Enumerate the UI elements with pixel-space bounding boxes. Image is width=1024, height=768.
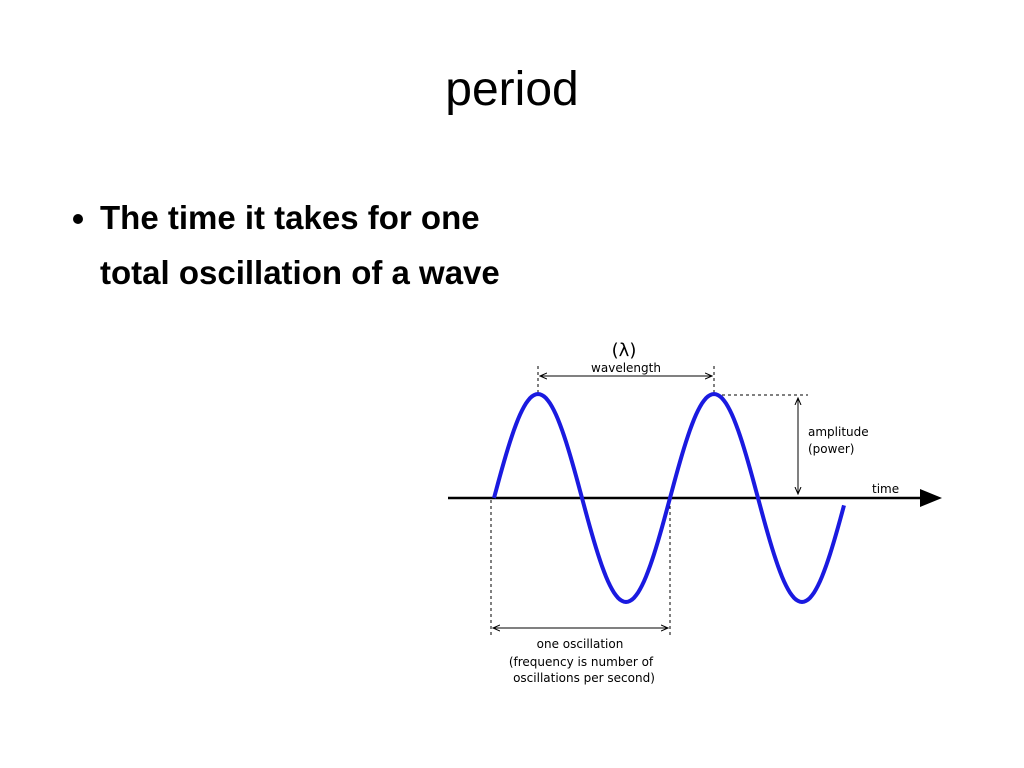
sine-wave xyxy=(492,391,846,605)
note-line-1: (frequency is number of xyxy=(509,655,654,669)
slide-title: period xyxy=(445,63,579,116)
axis-arrowhead xyxy=(920,489,942,507)
wavelength-label: wavelength xyxy=(591,361,661,375)
guides xyxy=(490,366,808,636)
amplitude-label: amplitude xyxy=(808,425,869,439)
oscillation-label: one oscillation xyxy=(537,637,624,651)
bullet: The time it takes for one total oscillat… xyxy=(100,190,500,300)
lambda-label: (λ) xyxy=(612,340,637,361)
time-label: time xyxy=(872,482,899,496)
note-line-2: oscillations per second) xyxy=(513,671,655,685)
power-label: (power) xyxy=(808,442,854,456)
bullet-list: The time it takes for one total oscillat… xyxy=(58,190,500,300)
